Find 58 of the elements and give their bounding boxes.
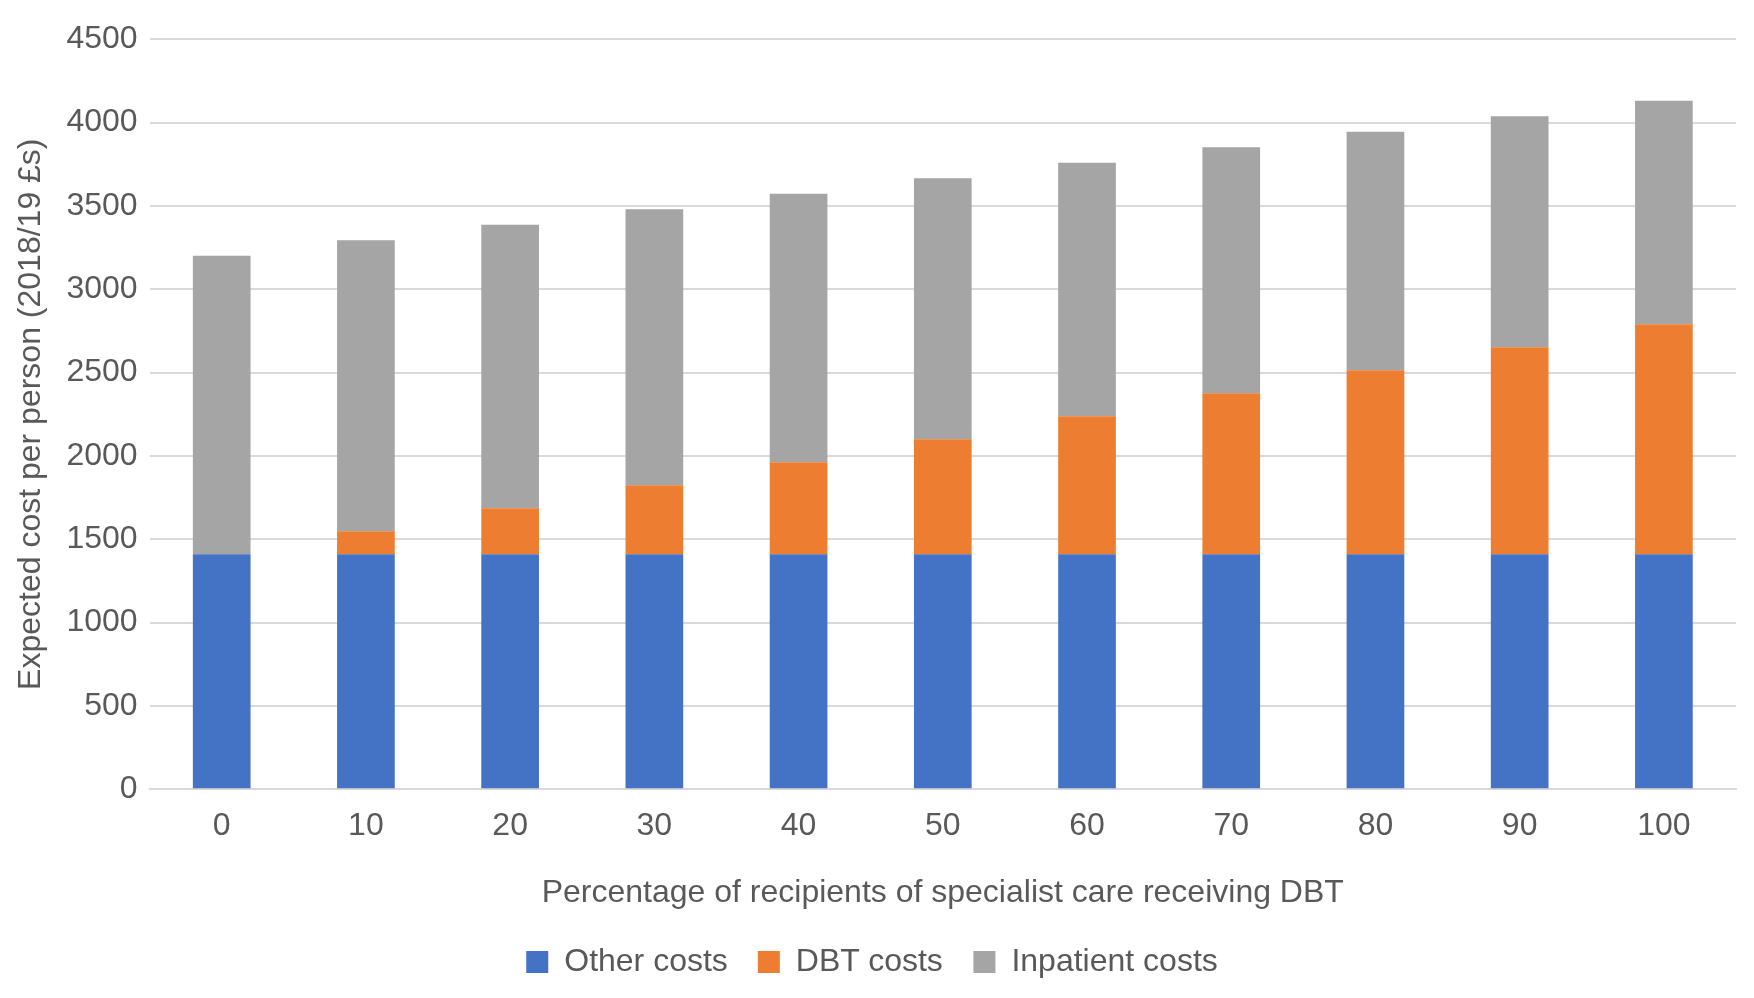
- legend-label: DBT costs: [795, 941, 943, 978]
- bar: [481, 224, 539, 509]
- bar: [1635, 554, 1693, 789]
- bar: [481, 508, 539, 555]
- bar: [625, 209, 684, 486]
- bar: [337, 554, 395, 789]
- legend-label: Other costs: [564, 941, 728, 978]
- x-tick-label: 40: [780, 806, 817, 843]
- x-tick-label: 10: [348, 806, 384, 843]
- bar: [1202, 554, 1261, 789]
- x-tick-label: 70: [1213, 806, 1250, 843]
- y-tick-label: 0: [119, 769, 138, 806]
- bar: [1202, 147, 1261, 394]
- bar: [337, 531, 395, 555]
- x-tick-label: 20: [492, 806, 528, 843]
- y-tick-label: 2500: [66, 352, 138, 389]
- bar: [1490, 116, 1549, 348]
- bar: [769, 554, 828, 789]
- x-axis-title: Percentage of recipients of specialist care receiving DBT: [541, 872, 1344, 909]
- x-tick-label: 100: [1637, 806, 1691, 843]
- y-tick-label: 3500: [66, 185, 138, 222]
- bar: [913, 554, 972, 789]
- y-axis-title: Expected cost per person (2018/19 £s): [11, 138, 48, 690]
- bar: [1346, 554, 1405, 789]
- bar: [192, 554, 251, 789]
- bar: [913, 178, 972, 440]
- x-tick-label: 0: [212, 806, 231, 843]
- bar: [1635, 324, 1693, 555]
- y-tick-label: 4000: [66, 102, 138, 139]
- y-tick-label: 2000: [66, 435, 138, 472]
- bar: [1058, 162, 1116, 417]
- y-tick-label: 1000: [66, 602, 138, 639]
- bar: [913, 439, 972, 555]
- y-tick-label: 3000: [66, 269, 138, 306]
- y-tick-label: 500: [84, 685, 138, 722]
- bar: [625, 485, 684, 555]
- bar: [1490, 347, 1549, 555]
- legend-label: Inpatient costs: [1011, 941, 1218, 978]
- x-tick-label: 80: [1357, 806, 1394, 843]
- bar: [1202, 393, 1261, 555]
- bar: [1490, 554, 1549, 789]
- bar: [1346, 370, 1405, 555]
- bar: [1346, 131, 1405, 371]
- x-tick-label: 60: [1069, 806, 1105, 843]
- y-tick-label: 1500: [66, 519, 138, 556]
- bar: [625, 554, 684, 789]
- x-tick-label: 90: [1501, 806, 1538, 843]
- bar: [1058, 554, 1116, 789]
- bar: [769, 462, 828, 555]
- x-tick-label: 50: [925, 806, 961, 843]
- bar: [1635, 100, 1693, 325]
- bar: [192, 255, 251, 555]
- bar: [1058, 416, 1116, 555]
- x-tick-label: 30: [636, 806, 673, 843]
- bar: [769, 193, 828, 463]
- bar: [481, 554, 539, 789]
- bar: [337, 240, 395, 532]
- y-tick-label: 4500: [66, 19, 138, 56]
